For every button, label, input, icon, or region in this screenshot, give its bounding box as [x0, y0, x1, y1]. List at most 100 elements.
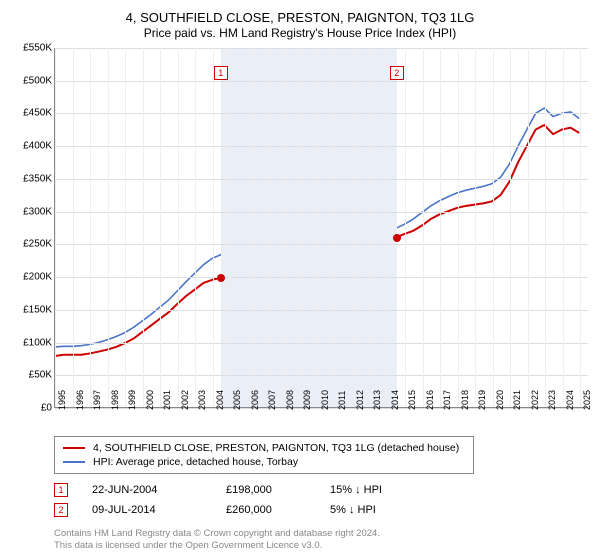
gridline-v — [213, 48, 214, 407]
x-tick-label: 2025 — [582, 390, 592, 410]
x-tick-label: 2010 — [320, 390, 330, 410]
gridline-v — [300, 48, 301, 407]
x-tick-label: 1996 — [75, 390, 85, 410]
gridline-v — [528, 48, 529, 407]
gridline-h — [55, 48, 588, 49]
gridline-v — [143, 48, 144, 407]
gridline-v — [73, 48, 74, 407]
x-tick-label: 2015 — [407, 390, 417, 410]
x-tick-label: 2014 — [390, 390, 400, 410]
x-tick-label: 1995 — [57, 390, 67, 410]
transaction-num: 1 — [54, 483, 68, 497]
gridline-v — [55, 48, 56, 407]
gridline-v — [353, 48, 354, 407]
legend-row: HPI: Average price, detached house, Torb… — [63, 455, 465, 469]
transaction-price: £198,000 — [226, 484, 306, 496]
gridline-h — [55, 375, 588, 376]
gridline-h — [55, 244, 588, 245]
gridline-v — [493, 48, 494, 407]
y-tick-label: £350K — [8, 173, 52, 184]
gridline-v — [283, 48, 284, 407]
x-tick-label: 1997 — [92, 390, 102, 410]
gridline-v — [248, 48, 249, 407]
transaction-num: 2 — [54, 503, 68, 517]
transaction-marker — [393, 234, 401, 242]
gridline-v — [178, 48, 179, 407]
gridline-h — [55, 277, 588, 278]
x-tick-label: 2023 — [547, 390, 557, 410]
x-tick-label: 2011 — [337, 391, 347, 410]
x-tick-label: 1999 — [127, 390, 137, 410]
gridline-v — [580, 48, 581, 407]
y-axis: £0£50K£100K£150K£200K£250K£300K£350K£400… — [8, 48, 54, 408]
gridline-v — [475, 48, 476, 407]
gridline-v — [195, 48, 196, 407]
y-tick-label: £400K — [8, 141, 52, 152]
y-tick-label: £500K — [8, 75, 52, 86]
legend-swatch — [63, 447, 85, 449]
y-tick-label: £150K — [8, 304, 52, 315]
legend: 4, SOUTHFIELD CLOSE, PRESTON, PAIGNTON, … — [54, 436, 474, 474]
gridline-v — [563, 48, 564, 407]
gridline-v — [423, 48, 424, 407]
gridline-v — [545, 48, 546, 407]
transaction-callout: 2 — [390, 66, 404, 80]
gridline-v — [108, 48, 109, 407]
x-tick-label: 2016 — [425, 390, 435, 410]
footer-line: Contains HM Land Registry data © Crown c… — [54, 528, 592, 540]
transaction-diff: 15% ↓ HPI — [330, 484, 420, 496]
x-tick-label: 2002 — [180, 390, 190, 410]
transaction-marker — [217, 274, 225, 282]
x-tick-label: 2004 — [215, 390, 225, 410]
y-tick-label: £300K — [8, 206, 52, 217]
gridline-v — [440, 48, 441, 407]
legend-label: HPI: Average price, detached house, Torb… — [93, 456, 298, 468]
x-tick-label: 2009 — [302, 390, 312, 410]
x-tick-label: 2012 — [355, 390, 365, 410]
gridline-v — [318, 48, 319, 407]
gridline-h — [55, 179, 588, 180]
gridline-v — [90, 48, 91, 407]
gridline-h — [55, 310, 588, 311]
transaction-date: 22-JUN-2004 — [92, 484, 202, 496]
gridline-h — [55, 343, 588, 344]
x-tick-label: 2024 — [565, 390, 575, 410]
transaction-diff: 5% ↓ HPI — [330, 504, 420, 516]
x-tick-label: 2006 — [250, 390, 260, 410]
gridline-v — [388, 48, 389, 407]
plot-area: 12 — [54, 48, 588, 408]
gridline-h — [55, 212, 588, 213]
gridline-v — [510, 48, 511, 407]
gridline-v — [335, 48, 336, 407]
x-tick-label: 2017 — [442, 390, 452, 410]
gridline-v — [230, 48, 231, 407]
transaction-row: 1 22-JUN-2004 £198,000 15% ↓ HPI — [54, 480, 592, 500]
transaction-callout: 1 — [214, 66, 228, 80]
x-tick-label: 2007 — [267, 390, 277, 410]
footer-attribution: Contains HM Land Registry data © Crown c… — [54, 528, 592, 553]
y-tick-label: £100K — [8, 337, 52, 348]
x-tick-label: 2018 — [460, 390, 470, 410]
x-tick-label: 1998 — [110, 390, 120, 410]
y-tick-label: £200K — [8, 272, 52, 283]
x-tick-label: 2001 — [162, 390, 172, 410]
x-tick-label: 2020 — [495, 390, 505, 410]
legend-label: 4, SOUTHFIELD CLOSE, PRESTON, PAIGNTON, … — [93, 442, 459, 454]
gridline-v — [160, 48, 161, 407]
y-tick-label: £50K — [8, 370, 52, 381]
chart-subtitle: Price paid vs. HM Land Registry's House … — [8, 26, 592, 40]
y-tick-label: £250K — [8, 239, 52, 250]
gridline-h — [55, 146, 588, 147]
chart-area: £0 £50K £100K £150K £200K £250K £300K £350K £400… — [8, 48, 592, 428]
gridline-v — [405, 48, 406, 407]
gridline-v — [370, 48, 371, 407]
transaction-date: 09-JUL-2014 — [92, 504, 202, 516]
transaction-price: £260,000 — [226, 504, 306, 516]
y-tick-label: £0 — [8, 403, 52, 414]
gridline-h — [55, 113, 588, 114]
gridline-h — [55, 81, 588, 82]
x-tick-label: 2008 — [285, 390, 295, 410]
x-tick-label: 2000 — [145, 390, 155, 410]
x-tick-label: 2022 — [530, 390, 540, 410]
legend-swatch — [63, 461, 85, 463]
